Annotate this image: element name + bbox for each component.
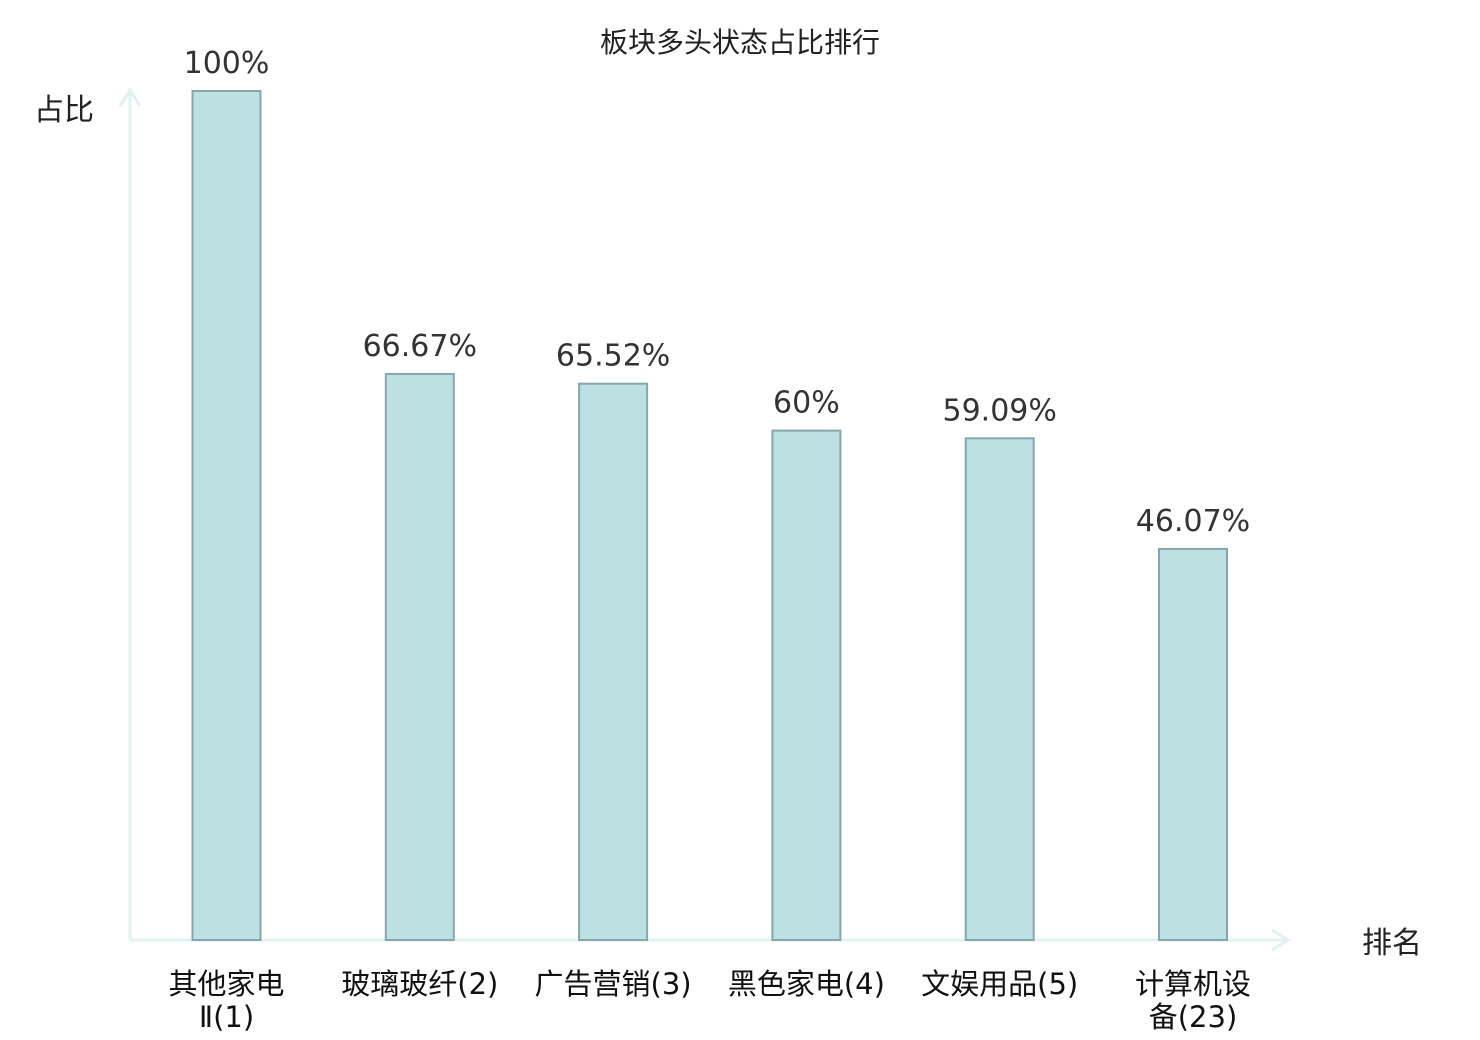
x-axis-label: 排名 (1362, 926, 1422, 961)
y-axis-label: 占比 (34, 93, 94, 128)
bar-4 (771, 429, 842, 941)
value-label-4: 60% (773, 386, 840, 421)
value-label-6: 46.07% (1136, 504, 1250, 539)
value-labels: 100% 66.67% 65.52% 60% 59.09% 46.07% (184, 46, 1251, 539)
value-label-1: 100% (184, 46, 270, 81)
value-label-5: 59.09% (943, 393, 1057, 428)
category-label-4: 黑色家电(4) (728, 967, 885, 1001)
axes (118, 87, 1291, 952)
bar-6 (1158, 547, 1228, 942)
value-label-3: 65.52% (556, 339, 670, 374)
category-label-1-line-1: 其他家电 (168, 967, 284, 1001)
bar-2 (384, 373, 455, 941)
y-axis-arrow (118, 87, 142, 107)
value-label-2: 66.67% (363, 329, 477, 364)
bar-5 (964, 437, 1035, 941)
bars (191, 90, 1228, 942)
category-label-2: 玻璃玻纤(2) (341, 967, 498, 1001)
category-label-6-line-2: 备(23) (1149, 1000, 1238, 1034)
bar-1 (191, 90, 262, 941)
x-axis-arrow (1271, 928, 1291, 952)
category-label-3: 广告营销(3) (535, 967, 692, 1001)
category-label-5: 文娱用品(5) (921, 967, 1078, 1001)
category-label-6-line-1: 计算机设 (1135, 967, 1251, 1001)
bar-3 (578, 382, 649, 941)
category-label-1-line-2: Ⅱ(1) (199, 1000, 254, 1034)
chart-title: 板块多头状态占比排行 (600, 26, 880, 59)
